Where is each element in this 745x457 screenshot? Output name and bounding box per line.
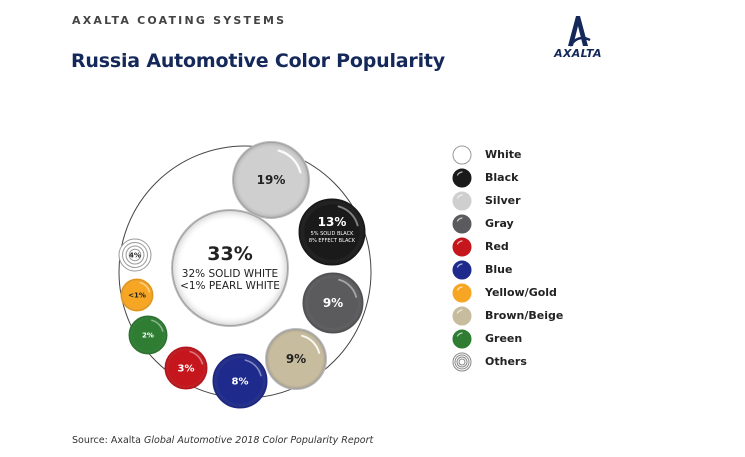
brand-name: AXALTA COATING SYSTEMS xyxy=(72,14,287,27)
bubble-label-blue: 8% xyxy=(232,377,249,388)
bubble-label-yellow-gold: <1% xyxy=(128,291,146,299)
legend-label: Silver xyxy=(485,194,521,207)
legend-label: White xyxy=(485,148,522,161)
legend-label: Yellow/Gold xyxy=(485,286,557,299)
bubble-green: 2% xyxy=(128,315,168,355)
legend-swatch-silver xyxy=(452,191,472,211)
legend-label: Black xyxy=(485,171,519,184)
bubble-red: 3% xyxy=(164,346,208,390)
legend-label: Red xyxy=(485,240,509,253)
axalta-logo: AXALTA xyxy=(546,10,610,66)
legend-swatch-black xyxy=(452,168,472,188)
bubble-sublabel-white: 32% SOLID WHITE xyxy=(182,268,278,280)
legend-swatch-green xyxy=(452,329,472,349)
bubble-label-brown-beige: 9% xyxy=(286,352,306,366)
bubble-white: 33% 32% SOLID WHITE<1% PEARL WHITE xyxy=(171,209,289,327)
legend-swatch-yellow-gold xyxy=(452,283,472,303)
bubble-label-others: 4% xyxy=(129,251,141,259)
bubble-yellow-gold: <1% xyxy=(120,278,154,312)
legend-label: Blue xyxy=(485,263,513,276)
bubble-sublabel-black: 8% EFFECT BLACK xyxy=(309,238,356,244)
legend-label: Brown/Beige xyxy=(485,309,564,322)
legend-swatch-red xyxy=(452,237,472,257)
legend-label: Others xyxy=(485,355,527,368)
bubble-others: 4% xyxy=(118,238,152,272)
legend-label: Green xyxy=(485,332,523,345)
bubble-label-green: 2% xyxy=(142,331,154,339)
legend-swatch-brown-beige xyxy=(452,306,472,326)
legend-label: Gray xyxy=(485,217,514,230)
legend-swatch-white xyxy=(452,145,472,165)
legend-swatch-blue xyxy=(452,260,472,280)
source-note: Source: Axalta Global Automotive 2018 Co… xyxy=(72,435,373,446)
bubble-label-black: 13% xyxy=(318,215,347,229)
bubble-gray: 9% xyxy=(302,272,364,334)
bubble-label-red: 3% xyxy=(178,364,195,375)
logo-wordmark: AXALTA xyxy=(554,47,602,60)
source-report-title: Global Automotive 2018 Color Popularity … xyxy=(144,435,374,446)
bubble-brown-beige: 9% xyxy=(265,328,327,390)
bubble-silver: 19% xyxy=(232,141,310,219)
bubble-sublabel-black: 5% SOLID BLACK xyxy=(311,231,354,237)
bubble-label-white: 33% xyxy=(207,243,252,265)
legend-swatch-others xyxy=(452,352,472,372)
chart-title: Russia Automotive Color Popularity xyxy=(71,50,445,72)
legend-swatch-gray xyxy=(452,214,472,234)
axalta-logo-icon xyxy=(568,16,591,47)
bubble-sublabel-white: <1% PEARL WHITE xyxy=(180,280,280,292)
bubble-label-gray: 9% xyxy=(323,296,343,310)
bubble-blue: 8% xyxy=(212,353,268,409)
source-prefix: Source: Axalta xyxy=(72,435,144,446)
bubble-label-silver: 19% xyxy=(257,173,286,187)
